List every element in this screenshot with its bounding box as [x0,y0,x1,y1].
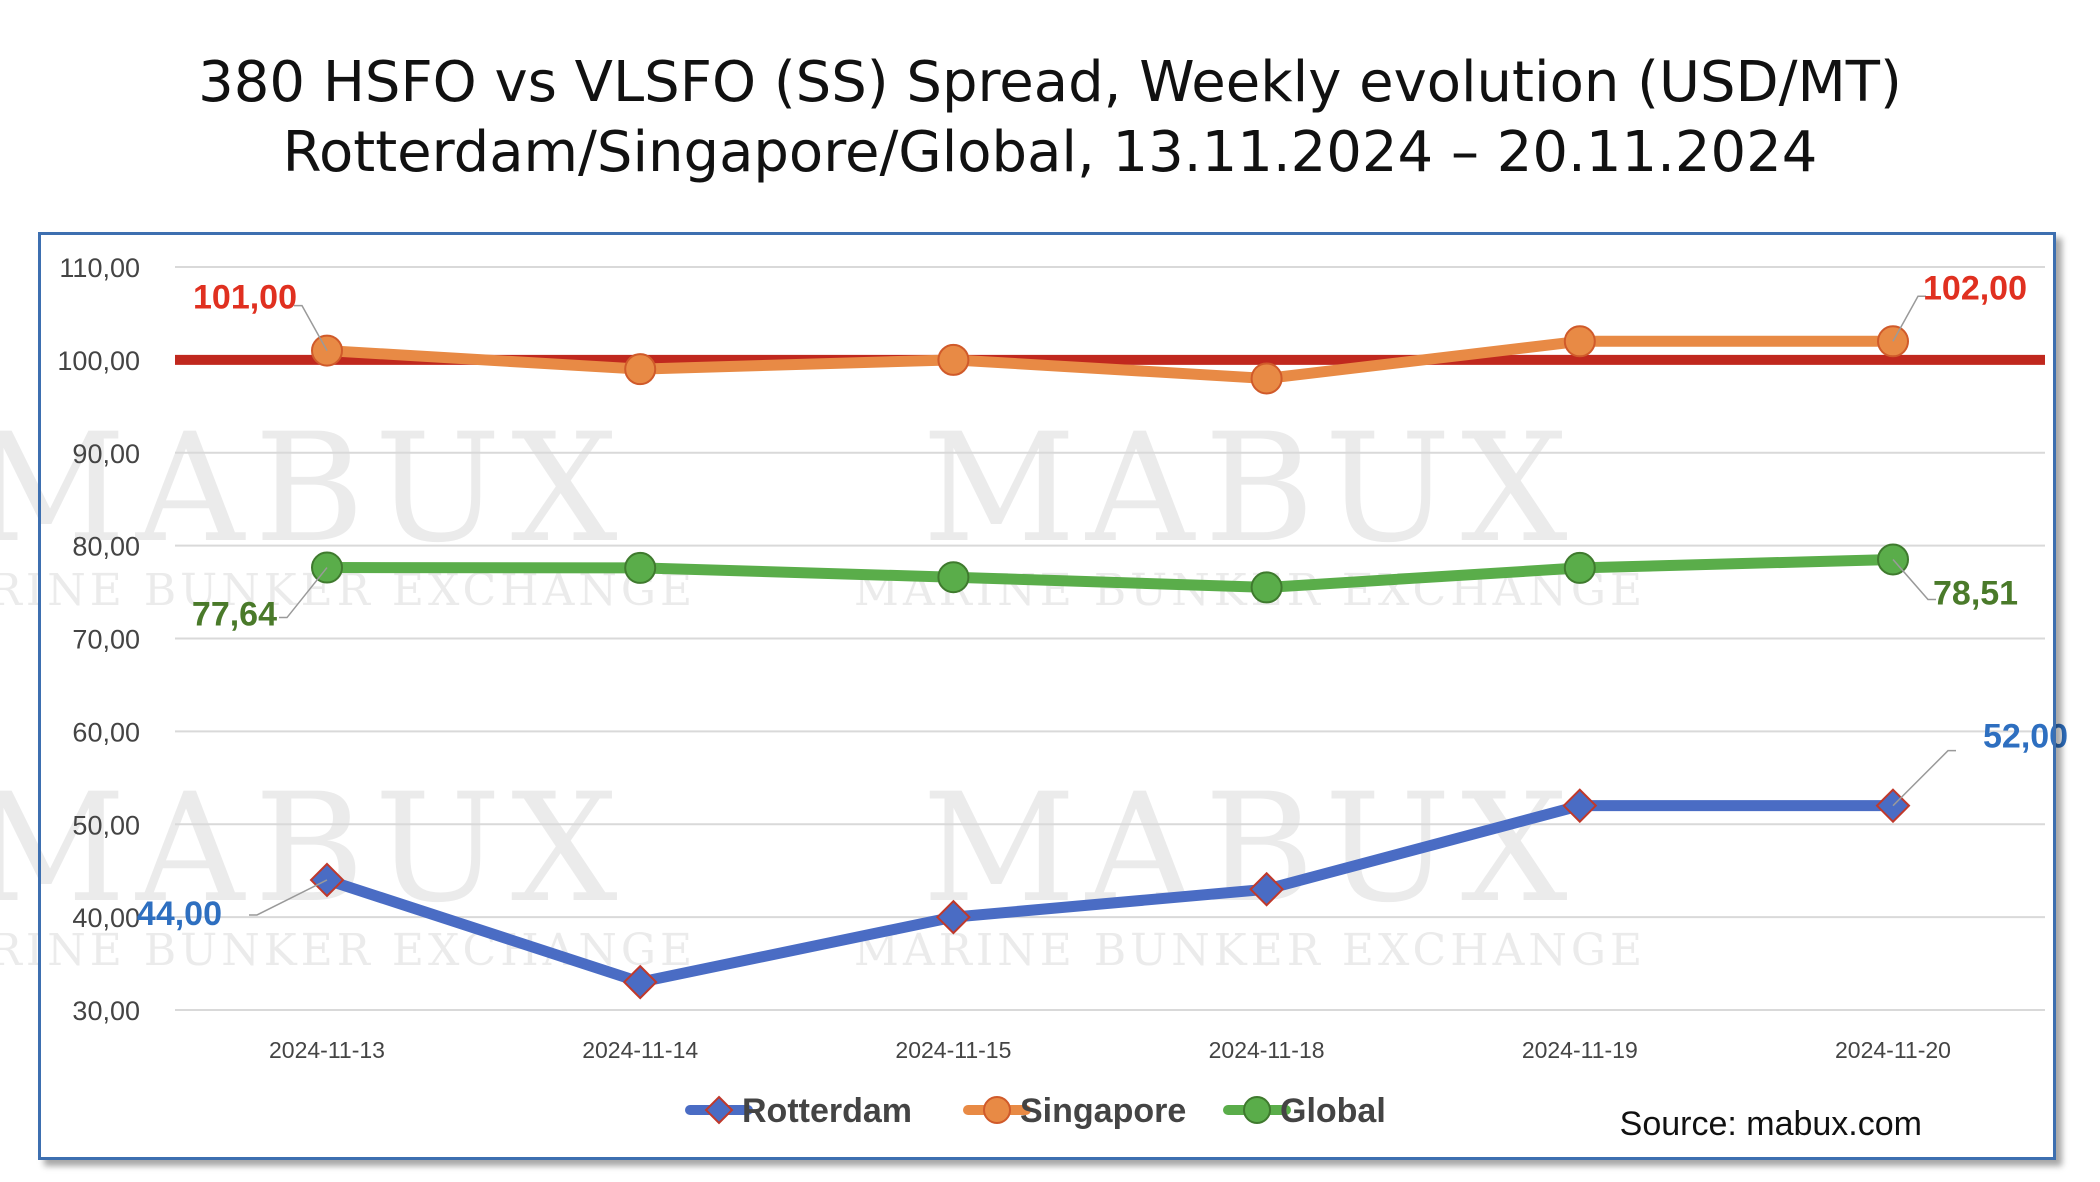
y-tick-label: 100,00 [57,346,140,376]
data-point [1249,871,1285,907]
leader-line [294,304,328,351]
legend-marker [1243,1096,1271,1124]
series-line-singapore [321,335,1899,384]
data-point [624,551,657,584]
x-tick-label: 2024-11-18 [1209,1037,1325,1063]
data-label: 77,64 [192,596,277,634]
legend-label: Rotterdam [742,1092,912,1130]
y-tick-label: 40,00 [72,903,140,933]
watermark-brand: MABUX [0,762,628,936]
y-tick-label: 60,00 [72,717,140,747]
x-tick-label: 2024-11-20 [1835,1037,1951,1063]
watermark-tagline: MARINE BUNKER EXCHANGE [0,565,696,616]
data-label: 44,00 [137,895,222,933]
data-point [935,899,971,935]
leader-line [1892,558,1936,601]
legend-marker [704,1095,734,1125]
watermark-tagline: MARINE BUNKER EXCHANGE [0,925,696,976]
y-tick-label: 90,00 [72,439,140,469]
data-point [1562,788,1598,824]
data-point [1563,325,1596,358]
y-tick-label: 80,00 [72,532,140,562]
chart-title-block: 380 HSFO vs VLSFO (SS) Spread, Weekly ev… [0,48,2100,188]
data-point [622,964,658,1000]
series-line-global [321,553,1899,593]
leader-line [1892,749,1956,807]
y-tick-label: 110,00 [59,253,140,283]
data-point [1250,571,1283,604]
leader-line [249,879,328,916]
chart-subtitle: Rotterdam/Singapore/Global, 13.11.2024 –… [282,120,1818,185]
data-label: 101,00 [193,279,297,317]
watermark-tagline: MARINE BUNKER EXCHANGE [854,925,1646,976]
data-label: 78,51 [1933,574,2018,612]
x-tick-label: 2024-11-19 [1522,1037,1638,1063]
series-line-rotterdam [321,800,1899,988]
data-point [1563,551,1596,584]
y-tick-label: 70,00 [72,625,140,655]
legend: Rotterdam Singapore Global [685,1092,1386,1130]
x-tick-label: 2024-11-15 [895,1037,1011,1063]
data-point [1250,362,1283,395]
leader-line [279,567,328,619]
data-point [937,343,970,376]
x-tick-label: 2024-11-14 [582,1037,698,1063]
source-note: Source: mabux.com [1620,1105,1922,1143]
legend-marker [983,1096,1011,1124]
y-axis-ticks: 30,00 40,00 50,00 60,00 70,00 80,00 90,00 100,0… [57,253,140,1026]
y-tick-label: 30,00 [72,996,140,1026]
watermark-brand: MABUX [922,402,1577,576]
x-axis-ticks: 2024-11-13 2024-11-14 2024-11-15 2024-11-18… [269,1037,1951,1063]
leader-line [1892,295,1926,342]
y-tick-label: 50,00 [72,810,140,840]
data-label: 102,00 [1923,269,2027,307]
x-tick-label: 2024-11-13 [269,1037,385,1063]
legend-label: Global [1280,1092,1386,1130]
chart-frame [38,232,2056,1160]
data-point [937,561,970,594]
data-point [624,353,657,386]
chart-title: 380 HSFO vs VLSFO (SS) Spread, Weekly ev… [198,50,1902,115]
watermark-brand: MABUX [0,402,628,576]
legend-label: Singapore [1020,1092,1186,1130]
